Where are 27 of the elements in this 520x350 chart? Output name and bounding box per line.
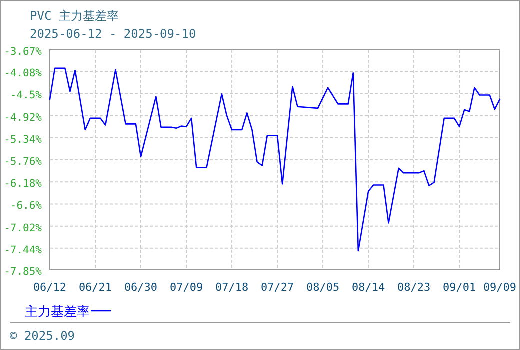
y-tick-label: -7.02% (4, 222, 43, 234)
x-tick-label: 06/21 (78, 281, 112, 294)
x-tick-label: 08/23 (397, 281, 431, 294)
x-tick-label: 07/18 (215, 281, 249, 294)
y-tick-label: -7.44% (4, 244, 43, 256)
x-tick-label: 07/27 (260, 281, 294, 294)
y-tick-label: -6.18% (4, 178, 43, 190)
y-tick-label: -6.6% (10, 200, 43, 212)
y-tick-label: -4.08% (4, 68, 43, 80)
y-tick-label: -5.76% (4, 156, 43, 168)
text: © 2025.09 (10, 329, 76, 343)
y-tick-label: -5.34% (4, 134, 43, 146)
x-tick-label: 09/09 (483, 281, 517, 294)
x-tick-label: 08/05 (306, 281, 340, 294)
x-tick-label: 06/12 (33, 281, 67, 294)
y-tick-label: -4.92% (4, 112, 43, 124)
y-tick-label: -3.67% (4, 46, 43, 58)
legend-label: 主力基差率 (25, 304, 90, 320)
line-series (49, 68, 501, 252)
y-tick-label: -7.85% (4, 266, 43, 278)
x-tick-label: 07/09 (170, 281, 204, 294)
chart-subtitle: 2025-06-12 - 2025-09-10 (30, 27, 196, 41)
x-tick-label: 09/01 (442, 281, 476, 294)
y-tick-label: -4.5% (10, 90, 43, 102)
x-tick-label: 08/14 (352, 281, 386, 294)
chart-title: PVC 主力基差率 (30, 9, 119, 23)
x-tick-label: 06/30 (124, 281, 158, 294)
